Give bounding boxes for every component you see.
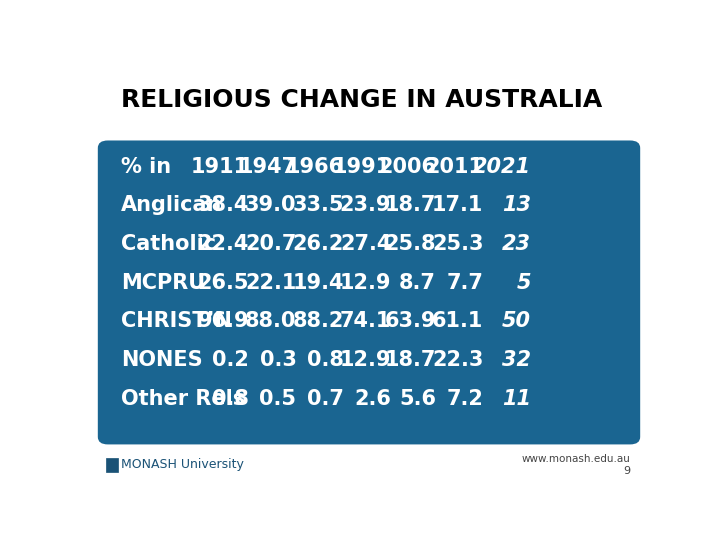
Text: 20.7: 20.7: [245, 234, 297, 254]
Text: Other Rels: Other Rels: [121, 389, 245, 409]
Text: Anglican: Anglican: [121, 195, 222, 215]
Text: 18.7: 18.7: [384, 195, 436, 215]
Text: 1947: 1947: [238, 157, 297, 177]
Text: www.monash.edu.au: www.monash.edu.au: [521, 454, 630, 464]
Text: 8.7: 8.7: [399, 273, 436, 293]
Text: 96.9: 96.9: [197, 312, 249, 332]
Text: 0.5: 0.5: [259, 389, 297, 409]
Text: 23.9: 23.9: [340, 195, 392, 215]
Text: 25.8: 25.8: [384, 234, 436, 254]
Text: MONASH University: MONASH University: [121, 458, 243, 471]
Text: 0.3: 0.3: [260, 350, 297, 370]
Text: 0.8: 0.8: [307, 350, 344, 370]
FancyBboxPatch shape: [106, 458, 118, 472]
Text: 26.5: 26.5: [197, 273, 249, 293]
Text: 23: 23: [502, 234, 531, 254]
Text: 22.3: 22.3: [432, 350, 483, 370]
Text: 11: 11: [502, 389, 531, 409]
Text: 7.2: 7.2: [446, 389, 483, 409]
Text: 25.3: 25.3: [432, 234, 483, 254]
Text: 9: 9: [623, 467, 630, 476]
FancyBboxPatch shape: [98, 140, 640, 444]
Text: 27.4: 27.4: [340, 234, 392, 254]
Text: 2.6: 2.6: [354, 389, 392, 409]
Text: 13: 13: [502, 195, 531, 215]
Text: 18.7: 18.7: [384, 350, 436, 370]
Text: 1966: 1966: [286, 157, 344, 177]
Text: MCPRU: MCPRU: [121, 273, 204, 293]
Text: CHRIST’N: CHRIST’N: [121, 312, 232, 332]
Text: 17.1: 17.1: [432, 195, 483, 215]
Text: 2011: 2011: [426, 157, 483, 177]
Text: 22.4: 22.4: [198, 234, 249, 254]
Text: % in: % in: [121, 157, 171, 177]
Text: 32: 32: [502, 350, 531, 370]
Text: 0.8: 0.8: [212, 389, 249, 409]
Text: 5: 5: [516, 273, 531, 293]
Text: NONES: NONES: [121, 350, 202, 370]
Text: 61.1: 61.1: [432, 312, 483, 332]
Text: 7.7: 7.7: [446, 273, 483, 293]
Text: 39.0: 39.0: [245, 195, 297, 215]
Text: 1991: 1991: [333, 157, 392, 177]
Text: 22.1: 22.1: [245, 273, 297, 293]
Text: 88.0: 88.0: [245, 312, 297, 332]
Text: 19.4: 19.4: [292, 273, 344, 293]
Text: 0.7: 0.7: [307, 389, 344, 409]
Text: 50: 50: [502, 312, 531, 332]
Text: 12.9: 12.9: [340, 273, 392, 293]
Text: 12.9: 12.9: [340, 350, 392, 370]
Text: 1911: 1911: [191, 157, 249, 177]
Text: 88.2: 88.2: [292, 312, 344, 332]
Text: Catholic: Catholic: [121, 234, 216, 254]
Text: 2006: 2006: [378, 157, 436, 177]
Text: 33.5: 33.5: [292, 195, 344, 215]
Text: 38.4: 38.4: [198, 195, 249, 215]
Text: 26.2: 26.2: [292, 234, 344, 254]
Text: 63.9: 63.9: [384, 312, 436, 332]
Text: 0.2: 0.2: [212, 350, 249, 370]
Text: 2021: 2021: [473, 157, 531, 177]
Text: RELIGIOUS CHANGE IN AUSTRALIA: RELIGIOUS CHANGE IN AUSTRALIA: [121, 87, 602, 112]
Text: 74.1: 74.1: [340, 312, 392, 332]
Text: 5.6: 5.6: [399, 389, 436, 409]
